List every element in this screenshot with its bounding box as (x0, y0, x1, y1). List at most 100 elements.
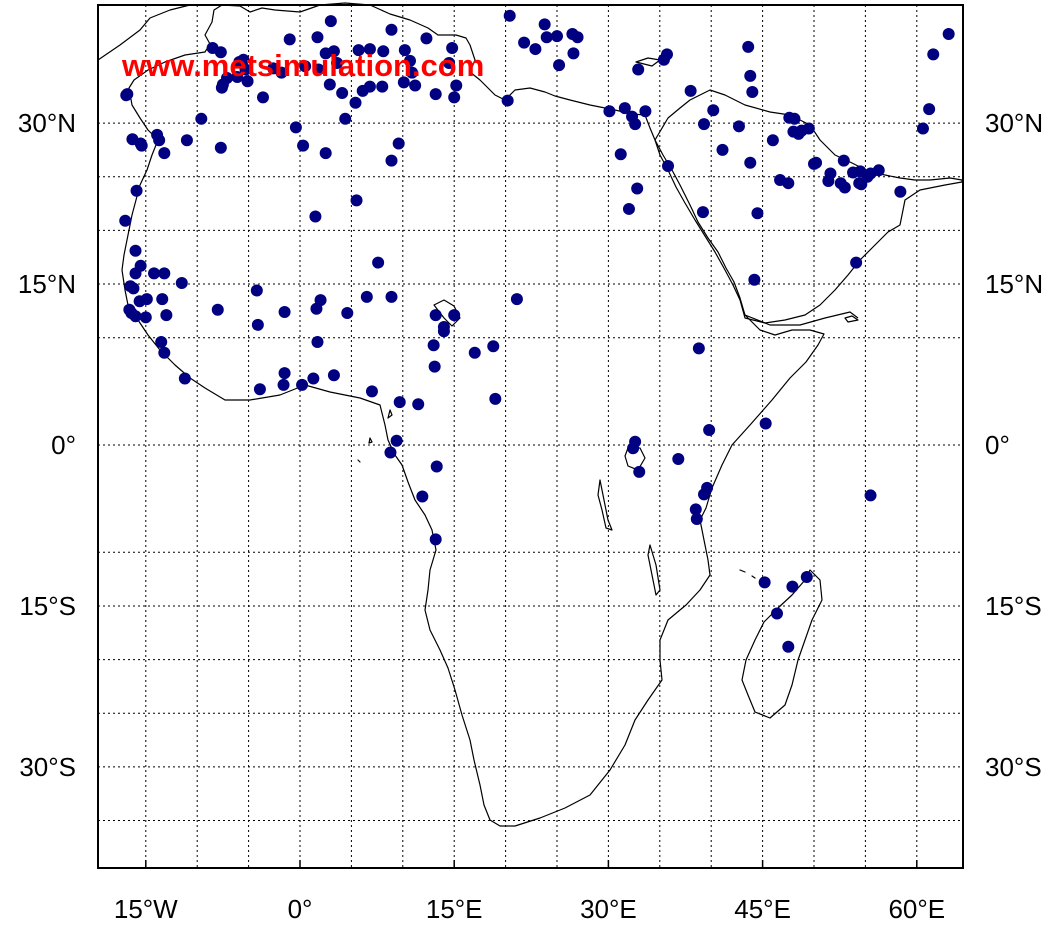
map-frame (97, 4, 964, 869)
station-marker (538, 18, 551, 31)
station-marker (376, 80, 389, 93)
lat-tick-label-right: 15°S (985, 591, 1042, 621)
station-marker (160, 309, 173, 322)
station-marker (250, 284, 263, 297)
station-marker (253, 383, 266, 396)
station-marker (314, 294, 327, 307)
station-marker (289, 121, 302, 134)
station-marker (631, 182, 644, 195)
station-marker (626, 110, 639, 123)
gulf-of-aden-shore (744, 311, 859, 326)
station-marker (350, 194, 363, 207)
station-marker (385, 290, 398, 303)
lake-tanganyika (597, 479, 613, 531)
station-marker (158, 346, 171, 359)
lon-tick-label: 30°E (580, 894, 637, 924)
station-marker (352, 44, 365, 57)
station-marker (751, 207, 764, 220)
comoros-islands (739, 569, 756, 579)
station-marker (416, 490, 429, 503)
graticule (98, 5, 963, 868)
lat-tick-label-left: 0° (51, 430, 76, 460)
station-marker (278, 305, 291, 318)
station-marker (392, 137, 405, 150)
station-marker (180, 134, 193, 147)
station-marker (744, 69, 757, 82)
station-marker (363, 43, 376, 56)
station-marker (156, 293, 169, 306)
station-marker (339, 112, 352, 125)
station-marker (489, 392, 502, 405)
station-marker (241, 75, 254, 88)
station-marker (126, 133, 139, 146)
station-marker (850, 256, 863, 269)
station-marker (430, 460, 443, 473)
station-marker (148, 267, 161, 280)
lat-tick-label-right: 15°N (985, 269, 1043, 299)
station-marker (446, 41, 459, 54)
station-marker (553, 59, 566, 72)
station-marker (393, 396, 406, 409)
station-marker (437, 325, 450, 338)
station-marker (716, 143, 729, 156)
station-marker (309, 210, 322, 223)
station-marker (618, 102, 631, 115)
station-marker (567, 47, 580, 60)
lon-tick-label: 45°E (734, 894, 791, 924)
station-marker (429, 309, 442, 322)
station-marker (786, 580, 799, 593)
station-marker (744, 156, 757, 169)
station-marker (551, 30, 563, 43)
station-marker (703, 423, 716, 436)
station-marker (540, 31, 553, 44)
station-marker (429, 533, 442, 546)
station-marker (450, 79, 463, 92)
station-marker (529, 43, 542, 56)
station-marker (692, 342, 705, 355)
station-marker (837, 154, 850, 167)
station-marker (349, 96, 362, 109)
station-marker (571, 31, 584, 44)
station-marker (307, 372, 320, 385)
station-marker (923, 103, 936, 116)
station-marker (120, 89, 133, 102)
station-marker (398, 44, 411, 57)
station-marker (139, 311, 152, 324)
station-marker (802, 122, 815, 135)
lon-tick-label: 0° (288, 894, 313, 924)
station-marker (311, 31, 324, 44)
station-marker (327, 45, 340, 58)
station-marker (297, 139, 310, 152)
lake-malawi (647, 544, 661, 596)
station-marker (800, 570, 813, 583)
station-marker (429, 88, 442, 101)
africa-coastline (121, 2, 825, 827)
station-marker (822, 175, 835, 188)
station-marker (327, 369, 340, 382)
station-marker (158, 267, 171, 280)
station-marker (129, 310, 142, 323)
watermark-text: www.metsimulation.com (121, 48, 484, 83)
lon-tick-label: 15°E (426, 894, 483, 924)
station-marker (864, 489, 877, 502)
station-marker (696, 206, 709, 219)
lon-tick-label: 60°E (888, 894, 945, 924)
station-marker (127, 282, 140, 295)
station-marker (770, 607, 783, 620)
lon-tick-label: 15°W (114, 894, 178, 924)
station-marker (622, 202, 635, 215)
station-marker (782, 177, 795, 190)
station-marker (384, 446, 397, 459)
station-marker (377, 45, 390, 58)
lat-tick-label-left: 30°N (18, 108, 76, 138)
station-marker (397, 76, 410, 89)
station-marker (707, 104, 720, 117)
station-marker (331, 57, 344, 70)
station-marker (894, 185, 907, 198)
station-marker (311, 335, 324, 348)
station-marker (808, 157, 820, 170)
station-marker (195, 112, 208, 125)
station-marker (759, 417, 772, 430)
station-markers (119, 9, 955, 653)
